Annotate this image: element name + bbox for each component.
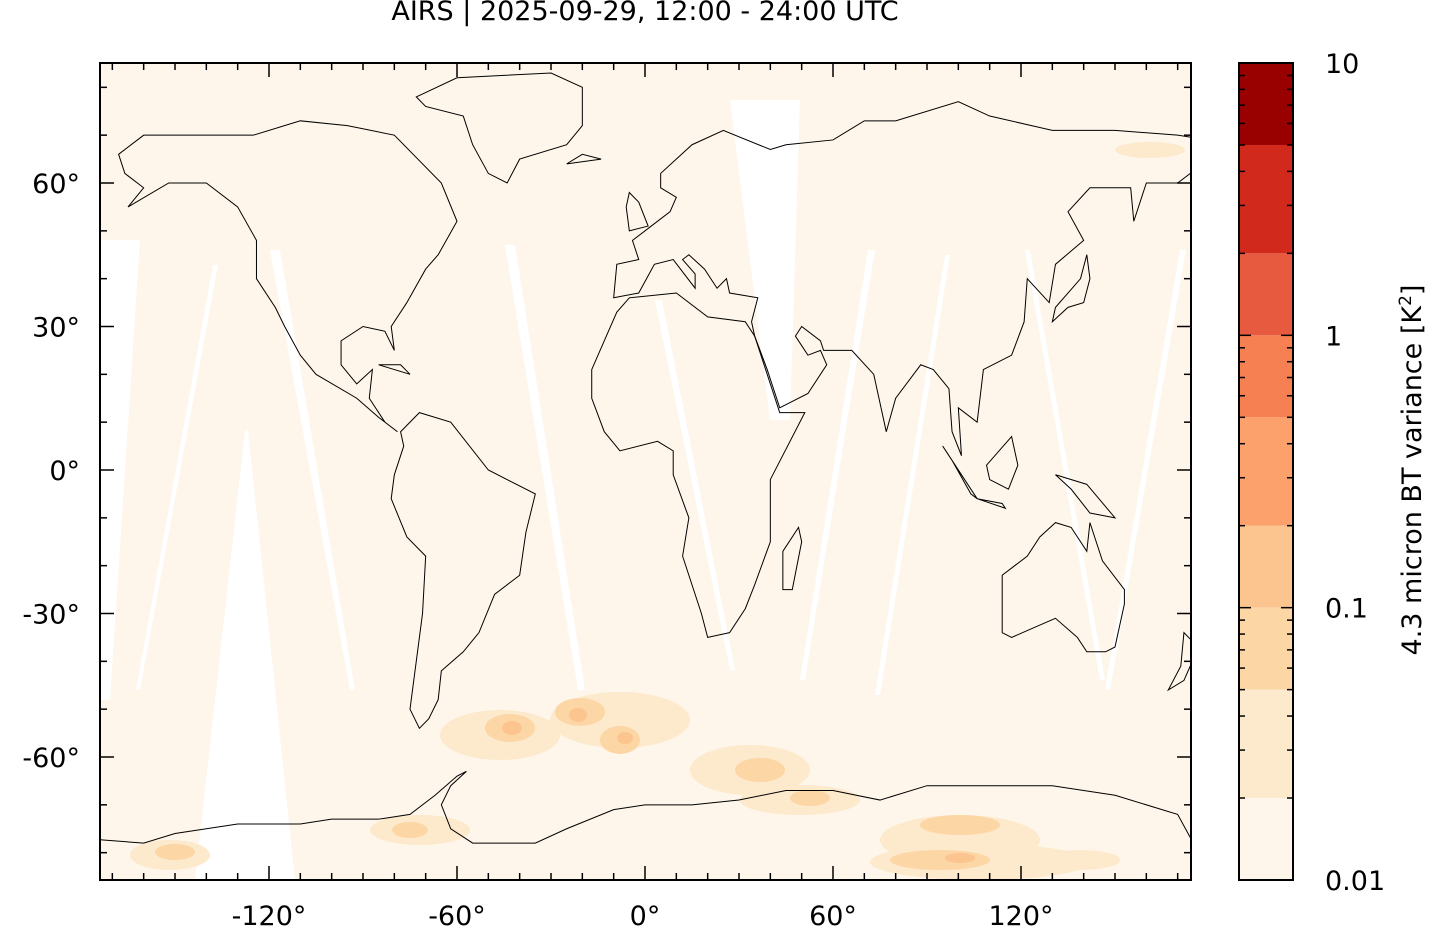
swath-gap: [875, 255, 950, 695]
coastline: [378, 364, 411, 375]
colorbar-frame: [1238, 62, 1294, 881]
swath-gap: [100, 240, 140, 700]
swath-gap: [505, 245, 585, 690]
x-tick-label: 60°: [809, 901, 857, 930]
variance-field: [130, 142, 1185, 880]
y-tick-label: 30°: [32, 313, 80, 344]
swath-gap: [136, 265, 218, 690]
swath-gap: [270, 250, 355, 690]
coastline: [390, 412, 536, 730]
swath-gap: [655, 300, 735, 670]
coastline-antarctica: [100, 770, 1191, 844]
colorbar-bin: [1239, 253, 1293, 336]
variance-patch: [1040, 850, 1120, 870]
coastline: [613, 101, 1191, 456]
colorbar-bin: [1239, 335, 1293, 418]
coastline: [985, 435, 1019, 490]
coastline: [976, 498, 1007, 510]
variance-patch: [945, 853, 975, 863]
coastline: [118, 120, 458, 433]
variance-patch: [617, 732, 633, 744]
swath-gap: [800, 250, 875, 680]
swath-gaps: [100, 100, 1186, 880]
coastlines: [100, 72, 1191, 844]
colorbar-tick-label: 0.1: [1325, 594, 1368, 625]
coastline: [1001, 522, 1125, 653]
colorbar-bin: [1239, 689, 1293, 799]
variance-patch: [1115, 142, 1185, 158]
colorbar: 10 1 0.1 0.01: [1238, 49, 1385, 897]
swath-gap: [1025, 250, 1105, 680]
x-tick-label: 0°: [630, 901, 661, 930]
coastline: [942, 445, 978, 500]
swath-gap: [730, 100, 800, 420]
colorbar-tick-label: 1: [1325, 321, 1342, 352]
coastline: [566, 153, 602, 165]
variance-patch: [790, 790, 830, 806]
y-tick-label: 0°: [49, 456, 80, 487]
variance-patch: [735, 758, 785, 782]
colorbar-bin: [1239, 798, 1293, 880]
colorbar-bin: [1239, 63, 1293, 145]
colorbar-bin: [1239, 417, 1293, 526]
y-tick-label: 60°: [32, 169, 80, 200]
coastline: [1166, 631, 1191, 692]
colorbar-tick-label: 0.01: [1325, 866, 1385, 897]
map-title: AIRS | 2025-09-29, 12:00 - 24:00 UTC: [391, 0, 899, 27]
variance-patch: [155, 844, 195, 860]
variance-patch: [920, 815, 1000, 835]
coastline: [782, 526, 803, 591]
x-tick-label: -120°: [232, 901, 307, 930]
y-tick-label: -30°: [22, 600, 80, 631]
colorbar-label: 4.3 micron BT variance [K2]: [1396, 284, 1428, 656]
colorbar-tick-label: 10: [1325, 49, 1359, 80]
swath-gap: [1105, 250, 1186, 690]
variance-patch: [392, 822, 428, 838]
variance-patch: [569, 708, 587, 722]
map-axes: -120° -60° 0° 60° 120° 60° 30° 0° -30° -60°: [22, 62, 1192, 930]
variance-patch: [890, 850, 990, 870]
coastline: [1055, 474, 1117, 519]
colorbar-bin: [1239, 144, 1293, 254]
x-tick-label: -60°: [428, 901, 486, 930]
y-tick-label: -60°: [22, 743, 80, 774]
coastline: [1051, 254, 1091, 324]
variance-patch: [502, 721, 522, 735]
x-tick-label: 120°: [988, 901, 1053, 930]
coastline: [415, 72, 583, 184]
coastline: [625, 191, 649, 232]
colorbar-bin: [1239, 607, 1293, 690]
colorbar-bin: [1239, 525, 1293, 608]
swath-gap: [195, 430, 295, 880]
coastline: [591, 292, 806, 639]
